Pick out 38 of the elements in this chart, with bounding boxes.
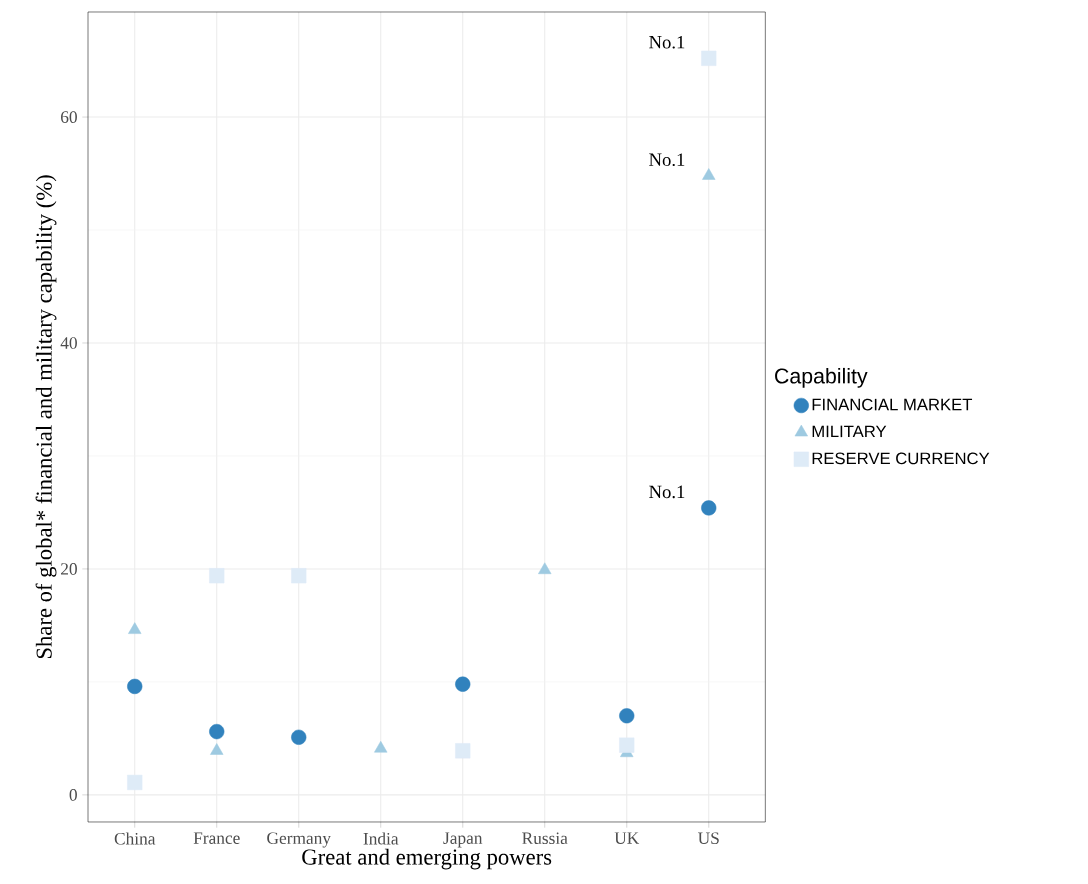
x-tick-label: Russia [522, 832, 568, 845]
point [291, 568, 307, 584]
point [702, 168, 716, 180]
legend-label: FINANCIAL MARKET [812, 398, 973, 411]
legend-label: RESERVE CURRENCY [812, 452, 990, 465]
x-axis-title: Great and emerging powers [302, 848, 552, 870]
point [127, 774, 143, 791]
point [209, 568, 225, 584]
point [701, 50, 717, 66]
x-tick-label: US [698, 832, 719, 845]
point [209, 724, 225, 740]
point [374, 740, 388, 753]
point [210, 743, 224, 755]
x-tick-label: France [193, 832, 240, 844]
y-tick-label: 20 [61, 563, 77, 575]
point [455, 743, 471, 759]
point [128, 622, 142, 634]
x-tick-label: Germany [267, 832, 331, 848]
x-tick-label: China [114, 832, 156, 845]
annotation: No.1 [649, 153, 685, 167]
legend-title: Capability [775, 367, 868, 388]
x-tick-label: India [363, 832, 399, 845]
y-axis-title: Share of global* financial and military capability (%) [35, 175, 57, 659]
y-tick-label: 0 [69, 789, 77, 801]
point [291, 729, 307, 745]
y-tick-label: 60 [61, 111, 77, 123]
x-tick-label: UK [614, 832, 640, 844]
point [701, 500, 717, 516]
point [619, 708, 635, 724]
x-tick-label: Japan [443, 832, 483, 848]
annotation: No.1 [649, 36, 685, 49]
point [538, 562, 552, 574]
point [619, 737, 635, 753]
annotation: No.1 [649, 485, 685, 499]
point [455, 676, 471, 692]
y-tick-label: 40 [60, 337, 77, 349]
legend-label: MILITARY [812, 425, 887, 438]
point [127, 678, 143, 695]
